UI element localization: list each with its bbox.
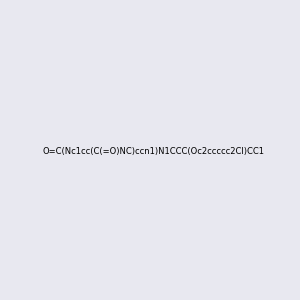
Text: O=C(Nc1cc(C(=O)NC)ccn1)N1CCC(Oc2ccccc2Cl)CC1: O=C(Nc1cc(C(=O)NC)ccn1)N1CCC(Oc2ccccc2Cl… bbox=[43, 147, 265, 156]
